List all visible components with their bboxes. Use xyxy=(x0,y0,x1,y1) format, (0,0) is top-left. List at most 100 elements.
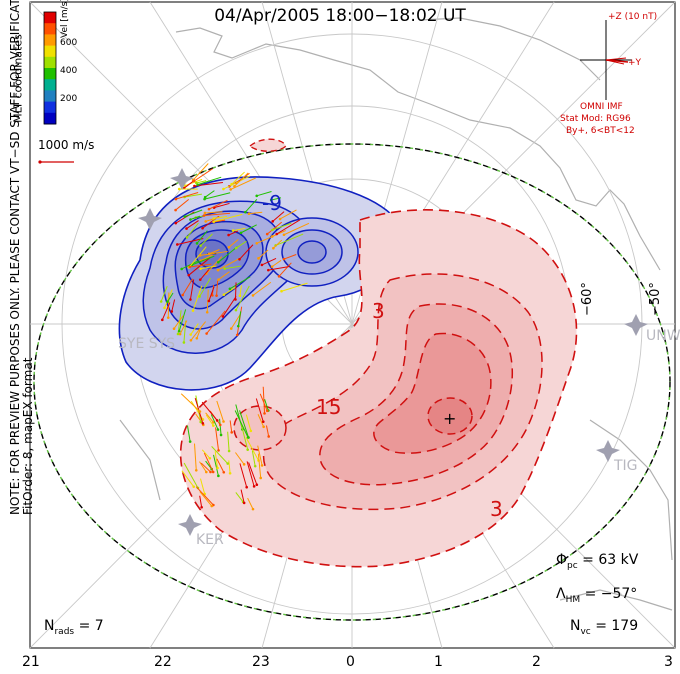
velocity-vector xyxy=(230,313,241,329)
hm-boundary-green xyxy=(33,143,671,621)
velocity-vector-origin xyxy=(226,462,230,465)
velocity-vector xyxy=(208,249,220,255)
velocity-vector xyxy=(237,311,242,327)
velocity-vector xyxy=(239,285,242,296)
velocity-vector xyxy=(216,280,219,296)
velocity-vector xyxy=(265,425,270,437)
nvc-value: = 179 xyxy=(595,618,639,634)
velocity-vector xyxy=(247,497,254,510)
velocity-vector xyxy=(264,399,269,411)
velocity-vector-origin xyxy=(275,232,279,236)
velocity-vector-origin xyxy=(177,329,181,333)
velocity-vector xyxy=(182,278,194,296)
velocity-vector xyxy=(206,310,226,334)
velocity-vector xyxy=(233,227,246,232)
lambda-hm-symbol: Λ xyxy=(556,586,566,602)
velocity-vector xyxy=(245,414,252,432)
velocity-vector-origin xyxy=(230,431,234,434)
velocity-vector-origin xyxy=(195,181,198,185)
velocity-vector xyxy=(281,282,308,292)
velocity-vector-origin xyxy=(229,327,233,330)
colorbar-swatch xyxy=(44,45,56,58)
station-marker-kerguelen xyxy=(178,514,202,536)
velocity-vector xyxy=(279,209,297,220)
pos-contour-top xyxy=(248,138,287,152)
imf-y-label: +Y xyxy=(628,58,642,68)
colorbar-swatch xyxy=(44,90,56,103)
velocity-vector xyxy=(173,315,184,329)
velocity-vector-origin xyxy=(228,287,232,291)
velocity-vector-origin xyxy=(227,233,230,237)
velocity-vector-origin xyxy=(212,217,216,220)
nrads-symbol: N xyxy=(44,618,55,634)
colorbar xyxy=(43,11,57,125)
velocity-vector-origin xyxy=(271,220,275,223)
velocity-vector xyxy=(244,199,258,213)
velocity-vector-origin xyxy=(208,456,212,460)
velocity-vector-origin xyxy=(211,470,215,474)
velocity-vector-origin xyxy=(242,463,246,466)
velocity-vector xyxy=(208,286,215,302)
velocity-vector xyxy=(251,450,256,467)
velocity-vector xyxy=(271,197,282,201)
velocity-vector xyxy=(180,393,201,412)
colorbar-tick-400: 400 xyxy=(60,66,78,76)
velocity-vector xyxy=(239,244,254,260)
velocity-vector-origin xyxy=(177,187,181,191)
mlt-label-23: 23 xyxy=(252,654,270,670)
station-label-sye-sys: SYE SYS xyxy=(118,336,175,352)
velocity-vector-origin xyxy=(198,278,202,281)
velocity-vector xyxy=(272,211,285,222)
velocity-vector-origin xyxy=(255,241,259,245)
velocity-vector-origin xyxy=(260,263,264,267)
velocity-vector xyxy=(205,412,214,423)
velocity-vector-origin xyxy=(204,470,208,474)
velocity-vector xyxy=(194,181,224,187)
velocity-vector xyxy=(223,286,236,296)
velocity-vector-origin xyxy=(277,275,281,278)
velocity-vector xyxy=(252,281,272,296)
velocity-vector xyxy=(213,215,227,220)
preview-note: NOTE: FOR PREVIEW PURPOSES ONLY. PLEASE … xyxy=(8,0,35,515)
velocity-vector xyxy=(205,414,214,426)
scale-vector-label: 1000 m/s xyxy=(38,138,95,152)
velocity-vector xyxy=(205,256,223,275)
velocity-vector xyxy=(216,458,225,473)
station-label-ker: KER xyxy=(196,532,224,548)
velocity-vector xyxy=(272,222,292,231)
phi-pc-stat: Φpc = 63 kV xyxy=(556,552,638,571)
velocity-vector xyxy=(208,199,228,210)
velocity-vector-origin xyxy=(207,252,211,256)
colorbar-swatch xyxy=(44,12,56,24)
velocity-vector-origin xyxy=(199,244,202,247)
velocity-vector-origin xyxy=(172,327,176,331)
velocity-vector xyxy=(273,239,283,249)
velocity-vector xyxy=(188,257,211,276)
velocity-vector xyxy=(217,257,241,271)
phi-pc-symbol: Φ xyxy=(556,552,568,568)
velocity-vector-origin xyxy=(216,428,220,431)
velocity-vector-origin xyxy=(205,310,209,314)
velocity-vector xyxy=(257,453,262,479)
velocity-vector xyxy=(222,296,237,317)
velocity-vector-origin xyxy=(189,333,192,336)
station-marker-2 xyxy=(138,208,162,230)
velocity-vector-origin xyxy=(183,215,187,218)
velocity-vector xyxy=(195,486,214,506)
coastlines xyxy=(119,17,673,611)
velocity-vector xyxy=(246,461,255,487)
lambda-hm-stat: ΛHM = −57° xyxy=(556,586,637,605)
station-marker-tig xyxy=(596,440,620,462)
imf-clock xyxy=(580,20,632,100)
contour-label-pos-3b: 3 xyxy=(490,497,503,521)
velocity-vector xyxy=(197,176,222,186)
station-marker-1 xyxy=(170,168,194,190)
colorbar-frame xyxy=(43,11,57,125)
velocity-vector xyxy=(160,285,168,302)
velocity-vector xyxy=(201,401,218,421)
velocity-vector xyxy=(189,263,212,268)
velocity-vector-origin xyxy=(272,246,275,250)
velocity-vector-origin xyxy=(267,435,270,438)
velocity-vector-origin xyxy=(236,324,240,328)
velocity-vector-origin xyxy=(203,197,206,201)
